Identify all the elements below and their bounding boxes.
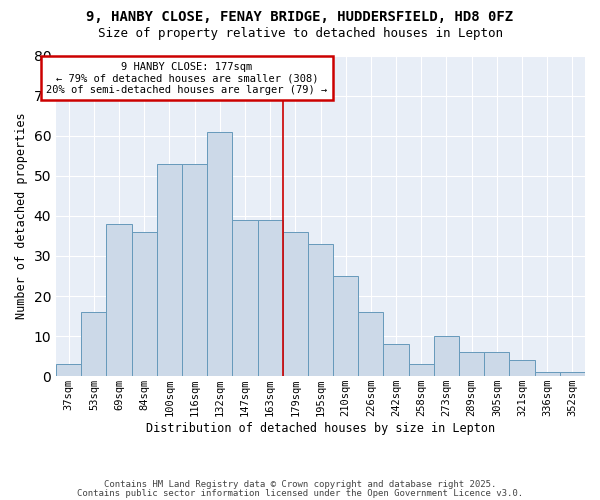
- Bar: [383, 344, 409, 376]
- Bar: [283, 232, 308, 376]
- Text: 9 HANBY CLOSE: 177sqm
← 79% of detached houses are smaller (308)
20% of semi-det: 9 HANBY CLOSE: 177sqm ← 79% of detached …: [46, 62, 328, 94]
- Bar: [232, 220, 257, 376]
- Bar: [56, 364, 81, 376]
- Bar: [409, 364, 434, 376]
- Text: Contains HM Land Registry data © Crown copyright and database right 2025.: Contains HM Land Registry data © Crown c…: [104, 480, 496, 489]
- Bar: [81, 312, 106, 376]
- Bar: [434, 336, 459, 376]
- Bar: [459, 352, 484, 376]
- Text: 9, HANBY CLOSE, FENAY BRIDGE, HUDDERSFIELD, HD8 0FZ: 9, HANBY CLOSE, FENAY BRIDGE, HUDDERSFIE…: [86, 10, 514, 24]
- Bar: [333, 276, 358, 376]
- Bar: [308, 244, 333, 376]
- Bar: [207, 132, 232, 376]
- Text: Size of property relative to detached houses in Lepton: Size of property relative to detached ho…: [97, 28, 503, 40]
- Bar: [358, 312, 383, 376]
- Bar: [182, 164, 207, 376]
- Bar: [509, 360, 535, 376]
- X-axis label: Distribution of detached houses by size in Lepton: Distribution of detached houses by size …: [146, 422, 495, 435]
- Bar: [106, 224, 131, 376]
- Bar: [535, 372, 560, 376]
- Bar: [131, 232, 157, 376]
- Bar: [157, 164, 182, 376]
- Text: Contains public sector information licensed under the Open Government Licence v3: Contains public sector information licen…: [77, 489, 523, 498]
- Bar: [560, 372, 585, 376]
- Y-axis label: Number of detached properties: Number of detached properties: [15, 112, 28, 319]
- Bar: [257, 220, 283, 376]
- Bar: [484, 352, 509, 376]
